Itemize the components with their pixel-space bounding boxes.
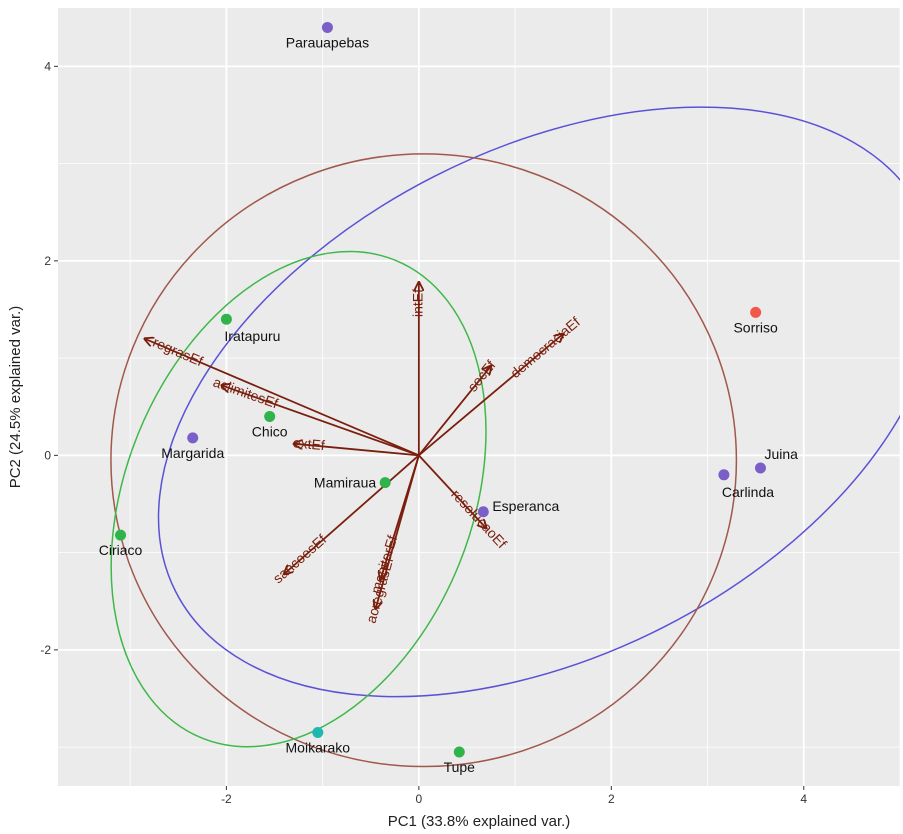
gridlines bbox=[58, 8, 900, 786]
point-mamiraua bbox=[379, 477, 391, 489]
point-ciriaco bbox=[115, 529, 127, 541]
y-axis-title: PC2 (24.5% explained var.) bbox=[7, 306, 24, 489]
point-label-parauapebas: Parauapebas bbox=[286, 34, 369, 50]
point-label-mamiraua: Mamiraua bbox=[314, 475, 376, 491]
y-tick-label: -2 bbox=[40, 643, 51, 657]
loading-arrow-acregrasEf bbox=[376, 455, 420, 609]
loading-label-intEf: intEf bbox=[410, 289, 426, 317]
y-tick-label: 4 bbox=[44, 59, 51, 73]
purple-group-ellipse bbox=[157, 106, 900, 698]
point-parauapebas bbox=[321, 21, 333, 33]
point-label-juina: Juina bbox=[764, 446, 798, 462]
loading-arrow-socEf bbox=[418, 366, 491, 456]
point-moikarako bbox=[312, 727, 324, 739]
point-label-tupe: Tupe bbox=[444, 759, 476, 775]
green-group-ellipse bbox=[110, 250, 487, 748]
brown-group-ellipse bbox=[110, 153, 738, 768]
score-points: Parauapebas Sorriso Juina Carlinda Esperanca… bbox=[99, 21, 798, 775]
point-label-margarida: Margarida bbox=[161, 445, 224, 461]
y-tick-label: 0 bbox=[44, 448, 51, 462]
loading-arrow-sancoesEf bbox=[284, 454, 420, 574]
point-juina bbox=[754, 462, 766, 474]
loading-label-extEf: extEf bbox=[292, 434, 325, 453]
axis-ticks: -2 0 2 4 -2 0 2 4 bbox=[40, 59, 807, 806]
point-tupe bbox=[453, 746, 465, 758]
loading-arrow-democraciaEf bbox=[418, 334, 563, 457]
point-iratapuru bbox=[220, 313, 232, 325]
loading-arrow-aclimitesEf bbox=[222, 385, 420, 457]
y-tick-label: 2 bbox=[44, 254, 51, 268]
point-label-moikarako: Moikarako bbox=[286, 740, 351, 756]
point-label-chico: Chico bbox=[252, 423, 288, 439]
point-carlinda bbox=[718, 469, 730, 481]
x-axis-title: PC1 (33.8% explained var.) bbox=[388, 813, 571, 830]
confidence-ellipses bbox=[110, 106, 900, 768]
point-esperanca bbox=[477, 506, 489, 518]
plot-panel bbox=[58, 8, 900, 786]
loading-arrow-extEf bbox=[294, 444, 419, 457]
point-label-carlinda: Carlinda bbox=[722, 484, 774, 500]
point-label-esperanca: Esperanca bbox=[492, 498, 559, 514]
x-tick-label: -2 bbox=[221, 792, 232, 806]
point-margarida bbox=[187, 432, 199, 444]
x-tick-label: 4 bbox=[800, 792, 807, 806]
point-chico bbox=[264, 410, 276, 422]
loading-arrow-resolucaoEf bbox=[418, 454, 486, 528]
point-label-iratapuru: Iratapuru bbox=[224, 328, 280, 344]
x-tick-label: 0 bbox=[416, 792, 423, 806]
loading-arrow-regrasEf bbox=[145, 339, 420, 457]
x-tick-label: 2 bbox=[608, 792, 615, 806]
point-sorriso bbox=[750, 306, 762, 318]
point-label-ciriaco: Ciriaco bbox=[99, 542, 143, 558]
point-label-sorriso: Sorriso bbox=[733, 319, 778, 335]
